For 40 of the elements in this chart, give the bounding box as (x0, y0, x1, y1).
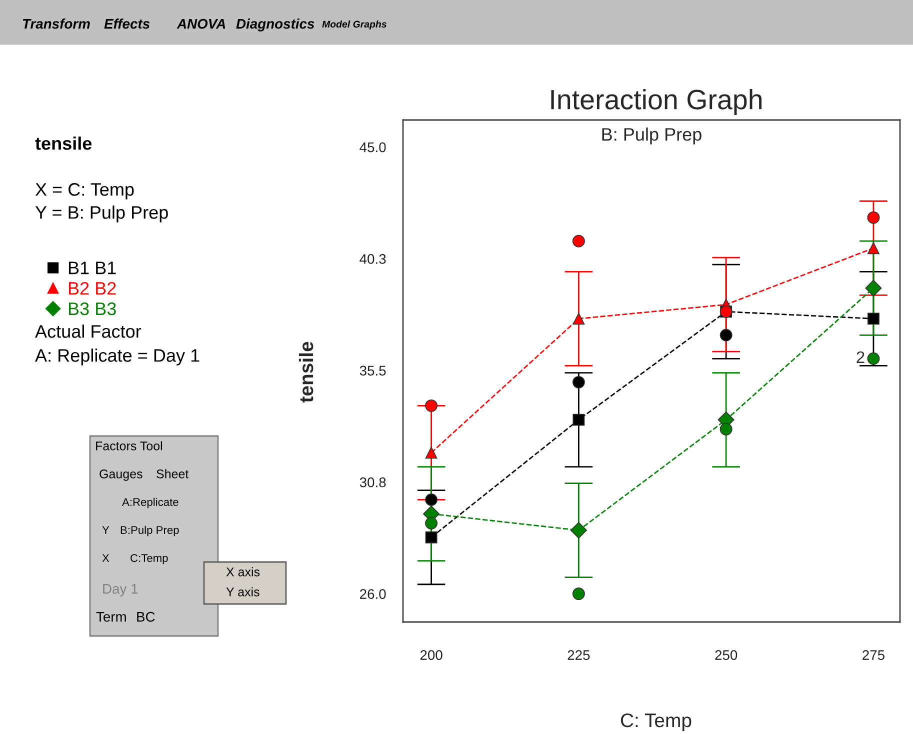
text: ANOVA (176, 18, 226, 29)
text: Y axis (226, 587, 260, 596)
text: Sheet (156, 469, 189, 478)
text: Factors Tool (96, 441, 162, 450)
text: Diagnostics (236, 18, 314, 32)
text: tensile (35, 136, 92, 150)
text: C:Temp (130, 554, 168, 564)
legend-label: B2 B2 (68, 282, 116, 295)
x-tick-label: 250 (715, 650, 738, 660)
text: Term (96, 612, 126, 622)
annotation: 2 (856, 351, 864, 363)
text: X axis (226, 567, 260, 576)
y-tick-label: 30.8 (360, 477, 386, 488)
text: X (102, 554, 110, 562)
legend-label: B3 B3 (68, 302, 116, 316)
chart-title: Interaction Graph (551, 89, 762, 115)
x-tick-label: 225 (568, 650, 590, 660)
chart-subtitle: B: Pulp Prep (602, 128, 702, 144)
text: A: Replicate = Day 1 (35, 348, 200, 366)
text: Y (102, 526, 110, 534)
y-tick-label: 45.0 (360, 142, 386, 152)
legend-label: B1 B1 (68, 262, 116, 274)
text: BC (137, 612, 155, 622)
y-tick-label: 35.5 (360, 366, 386, 376)
y-tick-label: 26.0 (360, 589, 386, 599)
text: Gauges (100, 470, 142, 481)
text: X = C: Temp (35, 183, 134, 200)
x-axis-title: C: Temp (620, 713, 692, 732)
text: B:Pulp Prep (120, 526, 179, 536)
text: Effects (104, 18, 150, 29)
text: Model Graphs (322, 20, 386, 30)
text: Transform (22, 18, 90, 29)
x-tick-label: 275 (862, 650, 884, 660)
x-tick-label: 200 (420, 650, 442, 660)
text: Actual Factor (35, 324, 142, 338)
y-tick-label: 40.3 (360, 254, 386, 264)
text: Y = B: Pulp Prep (35, 206, 168, 222)
text: A:Replicate (122, 498, 178, 508)
text: Day 1 (103, 584, 138, 596)
y-axis-title: tensile (298, 342, 314, 403)
